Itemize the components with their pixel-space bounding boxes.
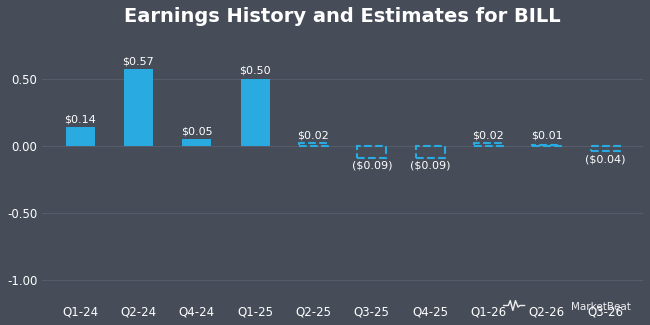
Text: $0.05: $0.05 bbox=[181, 126, 213, 136]
Text: $0.57: $0.57 bbox=[123, 57, 154, 66]
Text: $0.02: $0.02 bbox=[473, 130, 504, 140]
Text: $0.50: $0.50 bbox=[239, 66, 271, 76]
Bar bbox=[532, 145, 562, 146]
Text: ($0.09): ($0.09) bbox=[410, 161, 450, 171]
Bar bbox=[182, 139, 211, 146]
Text: ($0.09): ($0.09) bbox=[352, 161, 392, 171]
Text: MarketBeat: MarketBeat bbox=[571, 302, 630, 312]
Bar bbox=[240, 79, 270, 146]
Bar bbox=[591, 146, 619, 151]
Title: Earnings History and Estimates for BILL: Earnings History and Estimates for BILL bbox=[124, 7, 561, 26]
Bar bbox=[66, 127, 95, 146]
Bar bbox=[124, 69, 153, 146]
Text: ($0.04): ($0.04) bbox=[585, 154, 625, 164]
Bar bbox=[358, 146, 386, 158]
Bar bbox=[299, 143, 328, 146]
Text: $0.14: $0.14 bbox=[64, 114, 96, 124]
Bar bbox=[474, 143, 503, 146]
Text: $0.02: $0.02 bbox=[298, 130, 330, 140]
Bar bbox=[415, 146, 445, 158]
Text: $0.01: $0.01 bbox=[531, 131, 563, 140]
